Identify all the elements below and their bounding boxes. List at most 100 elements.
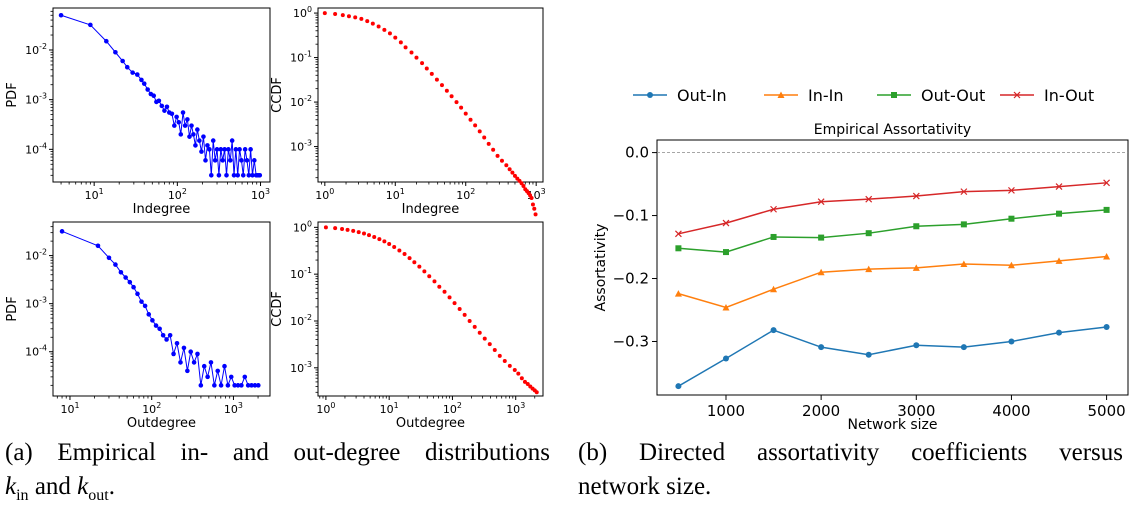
- data-point: [1055, 257, 1063, 264]
- data-point: [398, 40, 403, 45]
- data-point: [189, 123, 194, 128]
- data-point: [139, 299, 144, 304]
- subscript-in: in: [16, 487, 29, 504]
- y-tick-label: −0.1: [613, 207, 649, 225]
- data-point: [507, 363, 512, 368]
- data-point: [392, 245, 397, 250]
- data-point: [146, 312, 152, 317]
- data-point: [198, 383, 204, 388]
- data-point: [387, 242, 392, 247]
- panel-assortativity: Empirical Assortativity 1000 2000 3000 4000 5…: [593, 122, 1129, 430]
- caption-b: (b) Directed assortativity coefficients …: [578, 439, 1123, 466]
- y-tick-label: 10-2: [25, 248, 47, 263]
- x-tick-label: 102: [443, 401, 462, 416]
- data-point: [497, 353, 502, 358]
- data-point: [220, 158, 226, 163]
- data-point: [372, 235, 377, 240]
- data-point: [1103, 324, 1110, 330]
- y-axis-label: CCDF: [270, 291, 285, 327]
- data-point: [256, 383, 261, 388]
- data-point: [123, 275, 128, 280]
- chart-title: Empirical Assortativity: [814, 122, 971, 138]
- x-axis-label: Outdegree: [396, 416, 465, 430]
- legend-entry: Out-In: [633, 86, 727, 105]
- x-marker-stroke: [960, 188, 968, 196]
- data-point: [487, 342, 492, 347]
- legend-label: Out-In: [677, 86, 727, 105]
- data-point: [502, 358, 507, 363]
- data-point: [113, 262, 118, 267]
- data-point: [153, 323, 159, 328]
- legend-entry: In-Out: [1000, 86, 1094, 105]
- data-point: [422, 269, 427, 274]
- data-point: [1007, 261, 1015, 269]
- data-point: [218, 383, 224, 388]
- data-point: [171, 351, 176, 357]
- x-axis-label: Network size: [847, 417, 937, 430]
- data-point: [120, 58, 125, 64]
- data-point: [106, 255, 112, 261]
- caption-b-line2: network size.: [578, 473, 712, 500]
- data-point: [491, 147, 496, 152]
- data-point: [141, 81, 147, 86]
- data-point: [346, 14, 351, 19]
- data-point: [1008, 215, 1015, 222]
- data-point: [135, 291, 140, 297]
- data-point: [510, 170, 515, 175]
- data-point: [393, 35, 398, 40]
- data-point: [492, 348, 497, 353]
- data-point: [212, 383, 217, 388]
- data-point: [224, 173, 229, 178]
- data-point: [142, 303, 148, 309]
- data-point: [113, 49, 118, 55]
- data-point: [912, 264, 920, 271]
- x-marker-stroke: [817, 198, 825, 206]
- x-tick-label: 101: [380, 401, 399, 416]
- data-point: [467, 318, 472, 323]
- data-point: [402, 251, 407, 256]
- y-axis-label: Assortativity: [593, 224, 609, 312]
- data-point: [164, 104, 170, 110]
- x-tick-label: 1000: [707, 402, 745, 420]
- data-point: [397, 248, 402, 253]
- data-point: [361, 231, 366, 236]
- data-point: [222, 147, 227, 152]
- data-point: [675, 245, 682, 252]
- data-point: [1056, 329, 1063, 336]
- series-line: [678, 255, 1107, 309]
- y-tick-label: −0.3: [613, 332, 649, 350]
- data-point: [516, 371, 521, 376]
- x-marker-stroke: [1013, 91, 1021, 99]
- y-tick-label: 10-3: [25, 296, 47, 311]
- k-symbol-2: k: [77, 473, 89, 500]
- axes-frame: [317, 7, 544, 183]
- data-point: [159, 103, 165, 109]
- series-out-in: [675, 324, 1110, 390]
- legend-label: In-In: [808, 86, 844, 105]
- data-point: [1103, 206, 1110, 213]
- y-tick-label: 10-1: [290, 266, 312, 281]
- data-point: [131, 284, 136, 290]
- data-point: [817, 198, 825, 206]
- data-point: [191, 360, 197, 365]
- data-point: [529, 195, 534, 200]
- data-point: [365, 19, 370, 24]
- x-tick-label: 102: [142, 401, 161, 416]
- x-tick-label: 101: [85, 187, 104, 202]
- data-point: [203, 158, 208, 163]
- data-point: [197, 138, 202, 143]
- data-point: [323, 225, 328, 230]
- data-point: [228, 374, 234, 380]
- data-point: [770, 327, 777, 334]
- data-point: [525, 382, 530, 387]
- data-point: [913, 223, 920, 230]
- axes-frame: [52, 7, 271, 183]
- data-point: [512, 173, 517, 178]
- data-point: [444, 88, 449, 93]
- data-point: [233, 147, 239, 152]
- data-point: [522, 379, 527, 384]
- x-marker-stroke: [770, 205, 777, 213]
- data-point: [188, 349, 194, 355]
- data-point: [214, 147, 220, 152]
- x-axis-label: Indegree: [133, 202, 191, 217]
